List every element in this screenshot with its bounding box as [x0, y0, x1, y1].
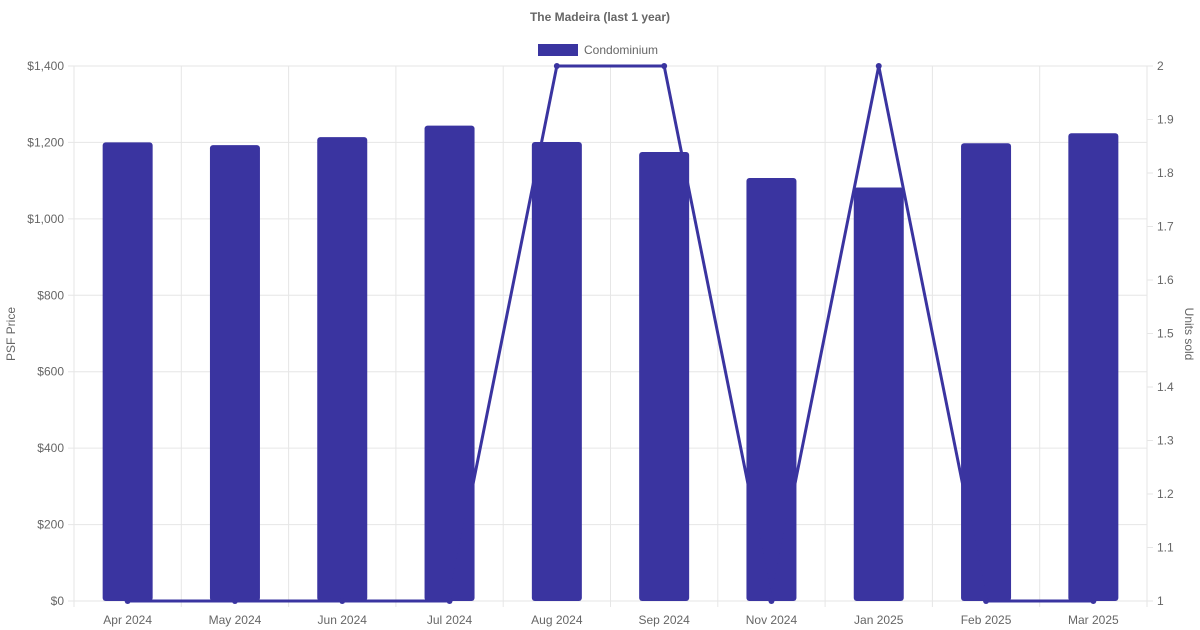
line-point[interactable] [1090, 598, 1097, 604]
right-tick-label: 1.4 [1157, 380, 1174, 394]
x-tick-label: Mar 2025 [1068, 613, 1119, 627]
right-tick-label: 1.9 [1157, 113, 1174, 127]
left-tick-label: $200 [37, 518, 64, 532]
line-point[interactable] [875, 63, 882, 69]
left-axis-title: PSF Price [4, 307, 18, 361]
line-point[interactable] [768, 598, 775, 604]
left-tick-label: $0 [51, 594, 65, 608]
x-tick-label: Jul 2024 [427, 613, 473, 627]
line-point[interactable] [446, 598, 453, 604]
x-tick-label: Aug 2024 [531, 613, 583, 627]
line-point[interactable] [231, 598, 238, 604]
left-tick-label: $1,000 [27, 212, 64, 226]
right-tick-label: 1.2 [1157, 487, 1174, 501]
left-axis-ticks: $0 $200 $400 $600 $800 $1,000 $1,200 $1,400 [27, 59, 64, 608]
bar[interactable] [853, 187, 904, 601]
x-tick-label: May 2024 [209, 613, 262, 627]
left-tick-label: $800 [37, 288, 64, 302]
right-axis-title: Units sold [1182, 308, 1196, 361]
line-point[interactable] [339, 598, 346, 604]
left-tick-label: $400 [37, 441, 64, 455]
line-series [124, 63, 1097, 604]
bar[interactable] [1068, 133, 1119, 601]
right-tick-label: 1 [1157, 594, 1164, 608]
legend-swatch-condominium [538, 44, 578, 56]
x-tick-label: Nov 2024 [746, 613, 798, 627]
right-tick-label: 1.1 [1157, 541, 1174, 555]
bar[interactable] [531, 142, 582, 601]
right-tick-label: 1.6 [1157, 273, 1174, 287]
left-tick-label: $1,200 [27, 135, 64, 149]
bar-series [102, 125, 1119, 602]
line-point[interactable] [124, 598, 131, 604]
line-point[interactable] [553, 63, 560, 69]
bar[interactable] [317, 137, 368, 602]
right-axis-ticks: 1 1.1 1.2 1.3 1.4 1.5 1.6 1.7 1.8 1.9 2 [1147, 59, 1174, 608]
x-tick-label: Sep 2024 [638, 613, 690, 627]
chart-title: The Madeira (last 1 year) [530, 10, 670, 24]
right-tick-label: 2 [1157, 59, 1164, 73]
bar[interactable] [209, 145, 260, 601]
x-tick-label: Feb 2025 [961, 613, 1012, 627]
bar[interactable] [746, 177, 797, 602]
left-tick-label: $1,400 [27, 59, 64, 73]
legend-label-condominium: Condominium [584, 43, 658, 57]
bar[interactable] [102, 142, 153, 601]
units-sold-line [127, 64, 1094, 603]
bar[interactable] [961, 143, 1012, 601]
bar[interactable] [639, 151, 690, 601]
right-tick-label: 1.3 [1157, 434, 1174, 448]
legend[interactable]: Condominium [538, 43, 658, 57]
bar[interactable] [424, 125, 475, 601]
right-tick-label: 1.5 [1157, 327, 1174, 341]
line-point[interactable] [983, 598, 990, 604]
x-axis-ticks: Apr 2024 May 2024 Jun 2024 Jul 2024 Aug 2024… [103, 613, 1119, 627]
left-tick-label: $600 [37, 365, 64, 379]
x-tick-label: Jan 2025 [854, 613, 904, 627]
right-tick-label: 1.7 [1157, 220, 1174, 234]
x-tick-label: Apr 2024 [103, 613, 152, 627]
x-tick-label: Jun 2024 [318, 613, 368, 627]
line-point[interactable] [661, 63, 668, 69]
right-tick-label: 1.8 [1157, 166, 1174, 180]
